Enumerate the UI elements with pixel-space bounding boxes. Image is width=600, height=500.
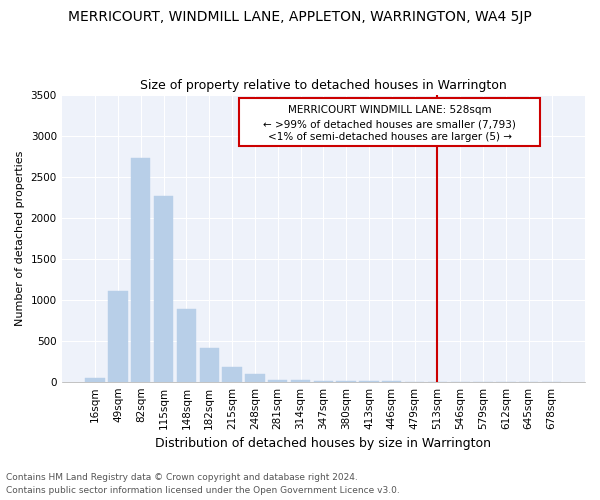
Bar (200, 348, 219, 382)
Text: MERRICOURT, WINDMILL LANE, APPLETON, WARRINGTON, WA4 5JP: MERRICOURT, WINDMILL LANE, APPLETON, WAR… (68, 10, 532, 24)
Bar (245, 374, 265, 382)
Title: Size of property relative to detached houses in Warrington: Size of property relative to detached ho… (140, 79, 507, 92)
FancyBboxPatch shape (239, 98, 540, 146)
Text: <1% of semi-detached houses are larger (5) →: <1% of semi-detached houses are larger (… (268, 132, 512, 142)
Bar (85, 378, 105, 382)
Bar (268, 380, 287, 382)
Bar (177, 310, 196, 382)
Bar (154, 196, 173, 382)
Y-axis label: Number of detached properties: Number of detached properties (15, 150, 25, 326)
X-axis label: Distribution of detached houses by size in Warrington: Distribution of detached houses by size … (155, 437, 491, 450)
Bar (291, 380, 310, 382)
Bar (108, 290, 128, 382)
Bar (223, 366, 242, 382)
Text: MERRICOURT WINDMILL LANE: 528sqm: MERRICOURT WINDMILL LANE: 528sqm (287, 105, 491, 115)
Bar (314, 381, 333, 382)
Bar (131, 158, 151, 382)
Text: ← >99% of detached houses are smaller (7,793): ← >99% of detached houses are smaller (7… (263, 119, 516, 129)
Text: Contains HM Land Registry data © Crown copyright and database right 2024.
Contai: Contains HM Land Registry data © Crown c… (6, 474, 400, 495)
